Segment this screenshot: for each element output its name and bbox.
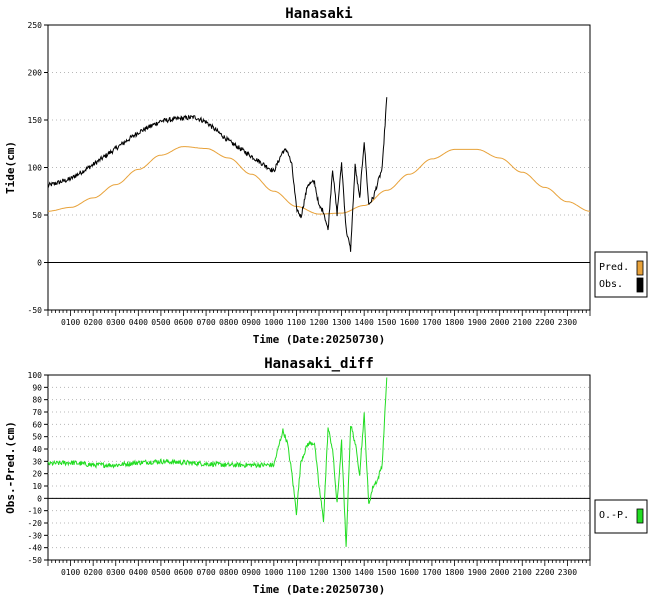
x-tick-label: 0400: [129, 568, 148, 577]
y-tick-label: 250: [28, 21, 43, 30]
x-tick-label: 1600: [400, 568, 419, 577]
x-tick-label: 1000: [264, 318, 283, 327]
x-tick-label: 1200: [309, 568, 328, 577]
y-tick-label: -20: [28, 519, 43, 528]
y-tick-label: -50: [28, 556, 43, 565]
x-tick-label: 1900: [467, 568, 486, 577]
x-tick-label: 2300: [558, 318, 577, 327]
legend-swatch: [636, 260, 644, 276]
x-tick-label: 0300: [106, 568, 125, 577]
y-tick-label: 60: [32, 420, 42, 429]
x-tick-label: 1700: [422, 318, 441, 327]
x-tick-label: 2100: [513, 318, 532, 327]
x-tick-label: 0800: [219, 318, 238, 327]
y-tick-label: 0: [37, 259, 42, 268]
x-tick-label: 2200: [535, 568, 554, 577]
y-tick-label: 200: [28, 69, 43, 78]
x-tick-label: 0900: [242, 318, 261, 327]
series-line-op: [47, 377, 388, 547]
x-tick-label: 0700: [196, 568, 215, 577]
x-tick-label: 0500: [151, 568, 170, 577]
x-tick-label: 0600: [174, 568, 193, 577]
y-tick-label: 10: [32, 482, 42, 491]
x-tick-label: 0600: [174, 318, 193, 327]
x-tick-label: 2000: [490, 318, 509, 327]
x-tick-label: 1800: [445, 318, 464, 327]
legend-label: Pred.: [599, 262, 629, 273]
legend-swatch: [636, 277, 644, 293]
x-tick-label: 0200: [84, 318, 103, 327]
x-tick-label: 1400: [355, 568, 374, 577]
x-tick-label: 1400: [355, 318, 374, 327]
x-tick-label: 0800: [219, 568, 238, 577]
y-tick-label: -30: [28, 531, 43, 540]
x-tick-label: 1100: [287, 318, 306, 327]
x-tick-label: 0500: [151, 318, 170, 327]
y-tick-label: -50: [28, 306, 43, 315]
x-tick-label: 0300: [106, 318, 125, 327]
x-tick-label: 1600: [400, 318, 419, 327]
x-tick-label: 1500: [377, 318, 396, 327]
series-line-pred: [48, 146, 591, 215]
y-tick-label: 0: [37, 494, 42, 503]
y-tick-label: 100: [28, 371, 43, 380]
x-tick-label: 2300: [558, 568, 577, 577]
x-tick-label: 1000: [264, 568, 283, 577]
x-tick-label: 1800: [445, 568, 464, 577]
y-tick-label: 80: [32, 396, 42, 405]
chart-1: -50-40-30-20-100102030405060708090100010…: [4, 356, 648, 596]
x-tick-label: 0900: [242, 568, 261, 577]
y-tick-label: 50: [32, 433, 42, 442]
x-tick-label: 1200: [309, 318, 328, 327]
y-tick-label: 70: [32, 408, 42, 417]
x-tick-label: 0100: [61, 568, 80, 577]
chart-title: Hanasaki_diff: [264, 356, 374, 372]
x-tick-label: 0400: [129, 318, 148, 327]
x-tick-label: 1300: [332, 568, 351, 577]
x-tick-label: 0100: [61, 318, 80, 327]
x-axis-label: Time (Date:20250730): [253, 333, 385, 346]
x-tick-label: 1100: [287, 568, 306, 577]
x-tick-label: 2200: [535, 318, 554, 327]
y-tick-label: 90: [32, 383, 42, 392]
y-tick-label: -10: [28, 507, 43, 516]
x-tick-label: 2000: [490, 568, 509, 577]
x-tick-label: 1500: [377, 568, 396, 577]
y-tick-label: -40: [28, 544, 43, 553]
y-tick-label: 50: [32, 211, 42, 220]
y-tick-label: 100: [28, 164, 43, 173]
y-axis-label: Obs.-Pred.(cm): [4, 421, 17, 514]
y-tick-label: 40: [32, 445, 42, 454]
legend-swatch: [636, 508, 644, 524]
x-tick-label: 1900: [467, 318, 486, 327]
chart-0: -50 0 50 100 150 200 250 0100 0200 0300 0400 0500 06…: [4, 6, 648, 346]
series-line-obs: [47, 97, 388, 252]
x-axis-label: Time (Date:20250730): [253, 583, 385, 596]
y-tick-label: 20: [32, 470, 42, 479]
y-tick-label: 150: [28, 116, 43, 125]
legend-label: Obs.: [599, 279, 623, 290]
x-tick-label: 0200: [84, 568, 103, 577]
x-tick-label: 1700: [422, 568, 441, 577]
legend-label: O.-P.: [599, 510, 629, 521]
chart-title: Hanasaki: [285, 6, 352, 22]
x-tick-label: 0700: [196, 318, 215, 327]
x-tick-label: 2100: [513, 568, 532, 577]
y-tick-label: 30: [32, 457, 42, 466]
plot-frame: [47, 374, 591, 561]
x-tick-label: 1300: [332, 318, 351, 327]
y-axis-label: Tide(cm): [4, 141, 17, 194]
